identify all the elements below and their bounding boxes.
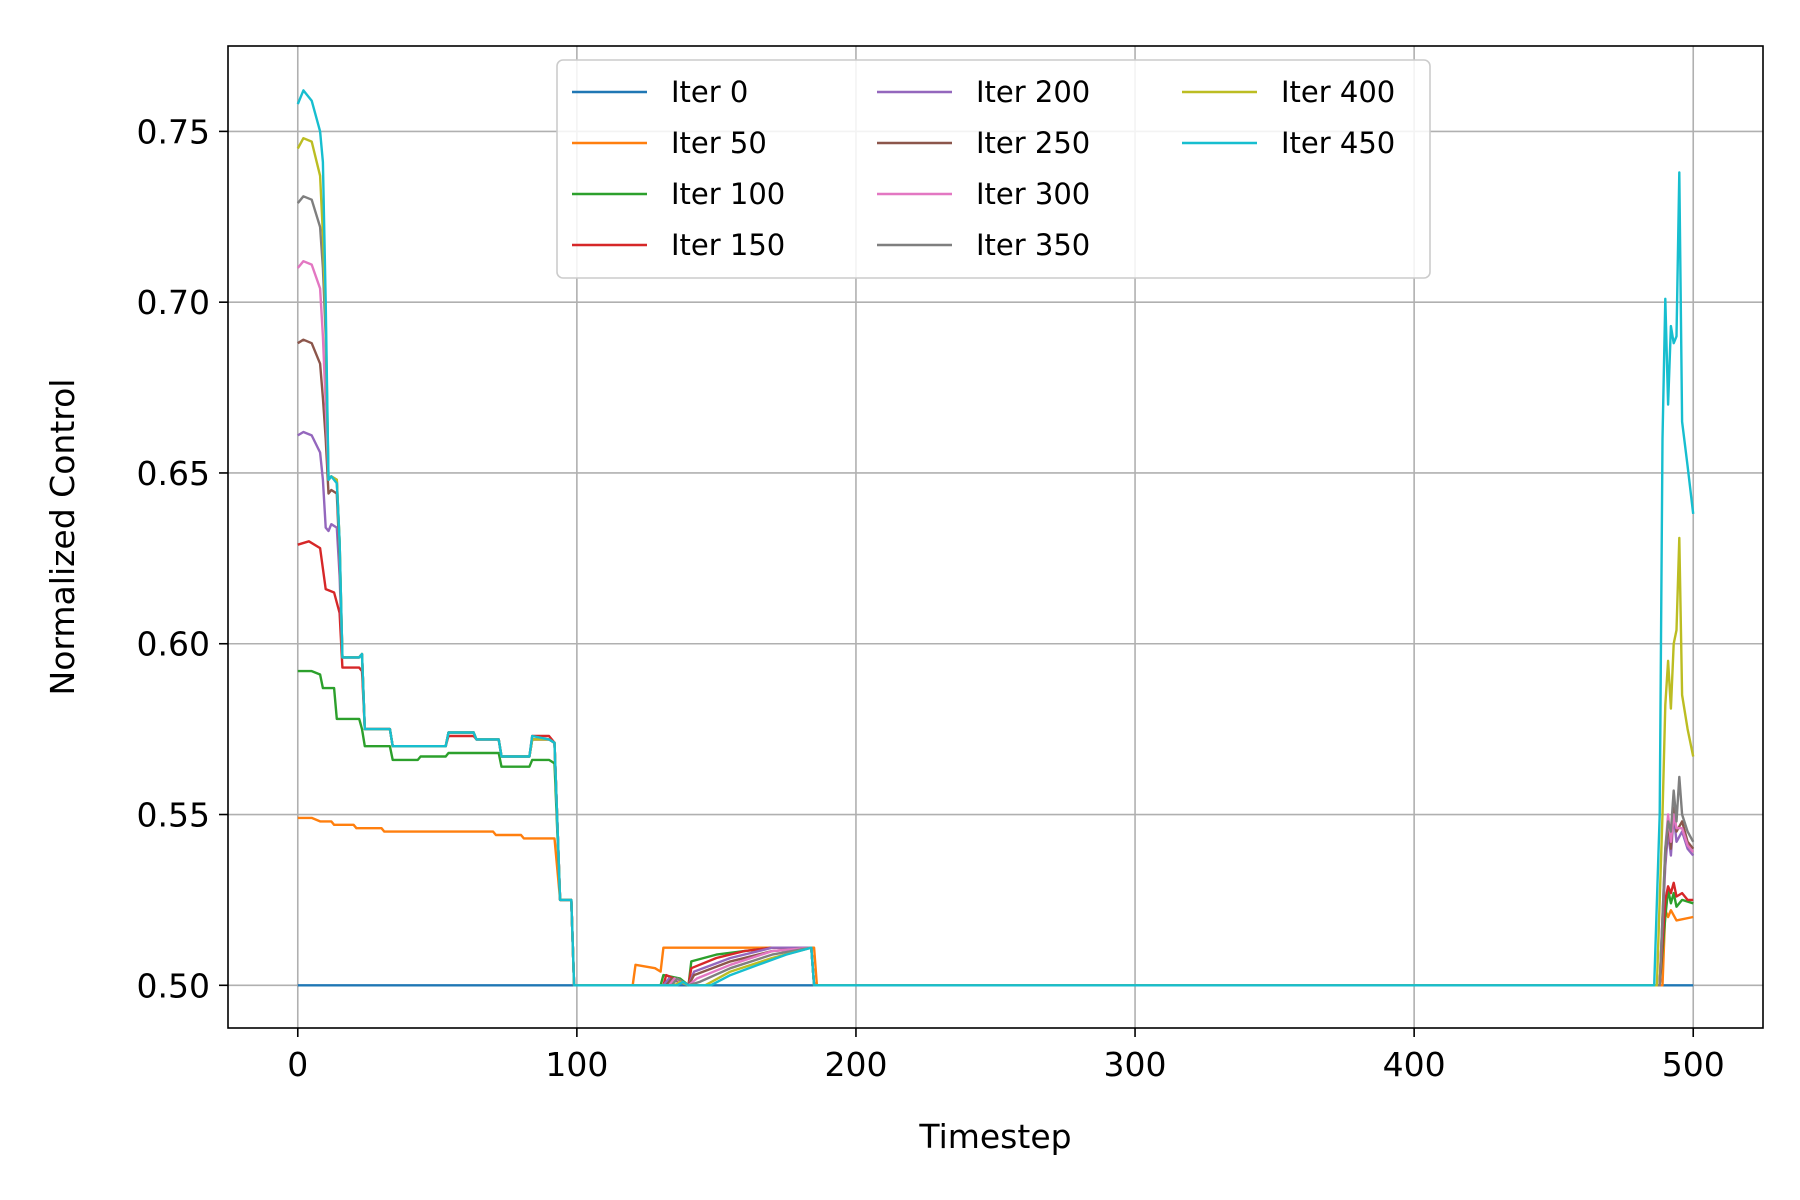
legend-label-iter-400: Iter 400 [1281, 75, 1395, 109]
x-tick-label: 100 [545, 1045, 608, 1084]
x-tick-label: 500 [1662, 1045, 1725, 1084]
legend-label-iter-0: Iter 0 [671, 75, 748, 109]
legend-label-iter-250: Iter 250 [976, 126, 1090, 160]
y-axis-title: Normalized Control [43, 379, 82, 696]
x-tick-label: 400 [1383, 1045, 1446, 1084]
x-tick-label: 0 [287, 1045, 308, 1084]
y-tick-label: 0.50 [137, 966, 210, 1005]
x-tick-label: 300 [1104, 1045, 1167, 1084]
legend-label-iter-450: Iter 450 [1281, 126, 1395, 160]
series-lines [296, 89, 1695, 987]
y-tick-label: 0.70 [137, 283, 210, 322]
y-tick-label: 0.55 [137, 796, 210, 835]
legend-box [556, 59, 1431, 279]
legend-label-iter-100: Iter 100 [671, 177, 785, 211]
series-line-iter-400 [296, 137, 1695, 987]
y-tick-label: 0.75 [137, 112, 210, 151]
legend-label-iter-200: Iter 200 [976, 75, 1090, 109]
y-tick-label: 0.60 [137, 625, 210, 664]
x-tick-label: 200 [824, 1045, 887, 1084]
series-line-iter-150 [297, 540, 1694, 987]
plot-frame [227, 45, 1764, 1029]
axis-ticks: 0 100 200 300 400 500 0.50 0.55 0.60 0.65 0.70 0.75 [137, 112, 1725, 1084]
legend-label-iter-300: Iter 300 [976, 177, 1090, 211]
legend-label-iter-50: Iter 50 [671, 126, 767, 160]
legend-label-iter-150: Iter 150 [671, 228, 785, 262]
series-line-iter-450 [296, 89, 1695, 987]
x-axis-title: Timestep [918, 1117, 1071, 1156]
legend: Iter 0 Iter 50 Iter 100 Iter 150 Iter 200 Ite… [556, 59, 1431, 279]
y-tick-label: 0.65 [137, 454, 210, 493]
legend-label-iter-350: Iter 350 [976, 228, 1090, 262]
